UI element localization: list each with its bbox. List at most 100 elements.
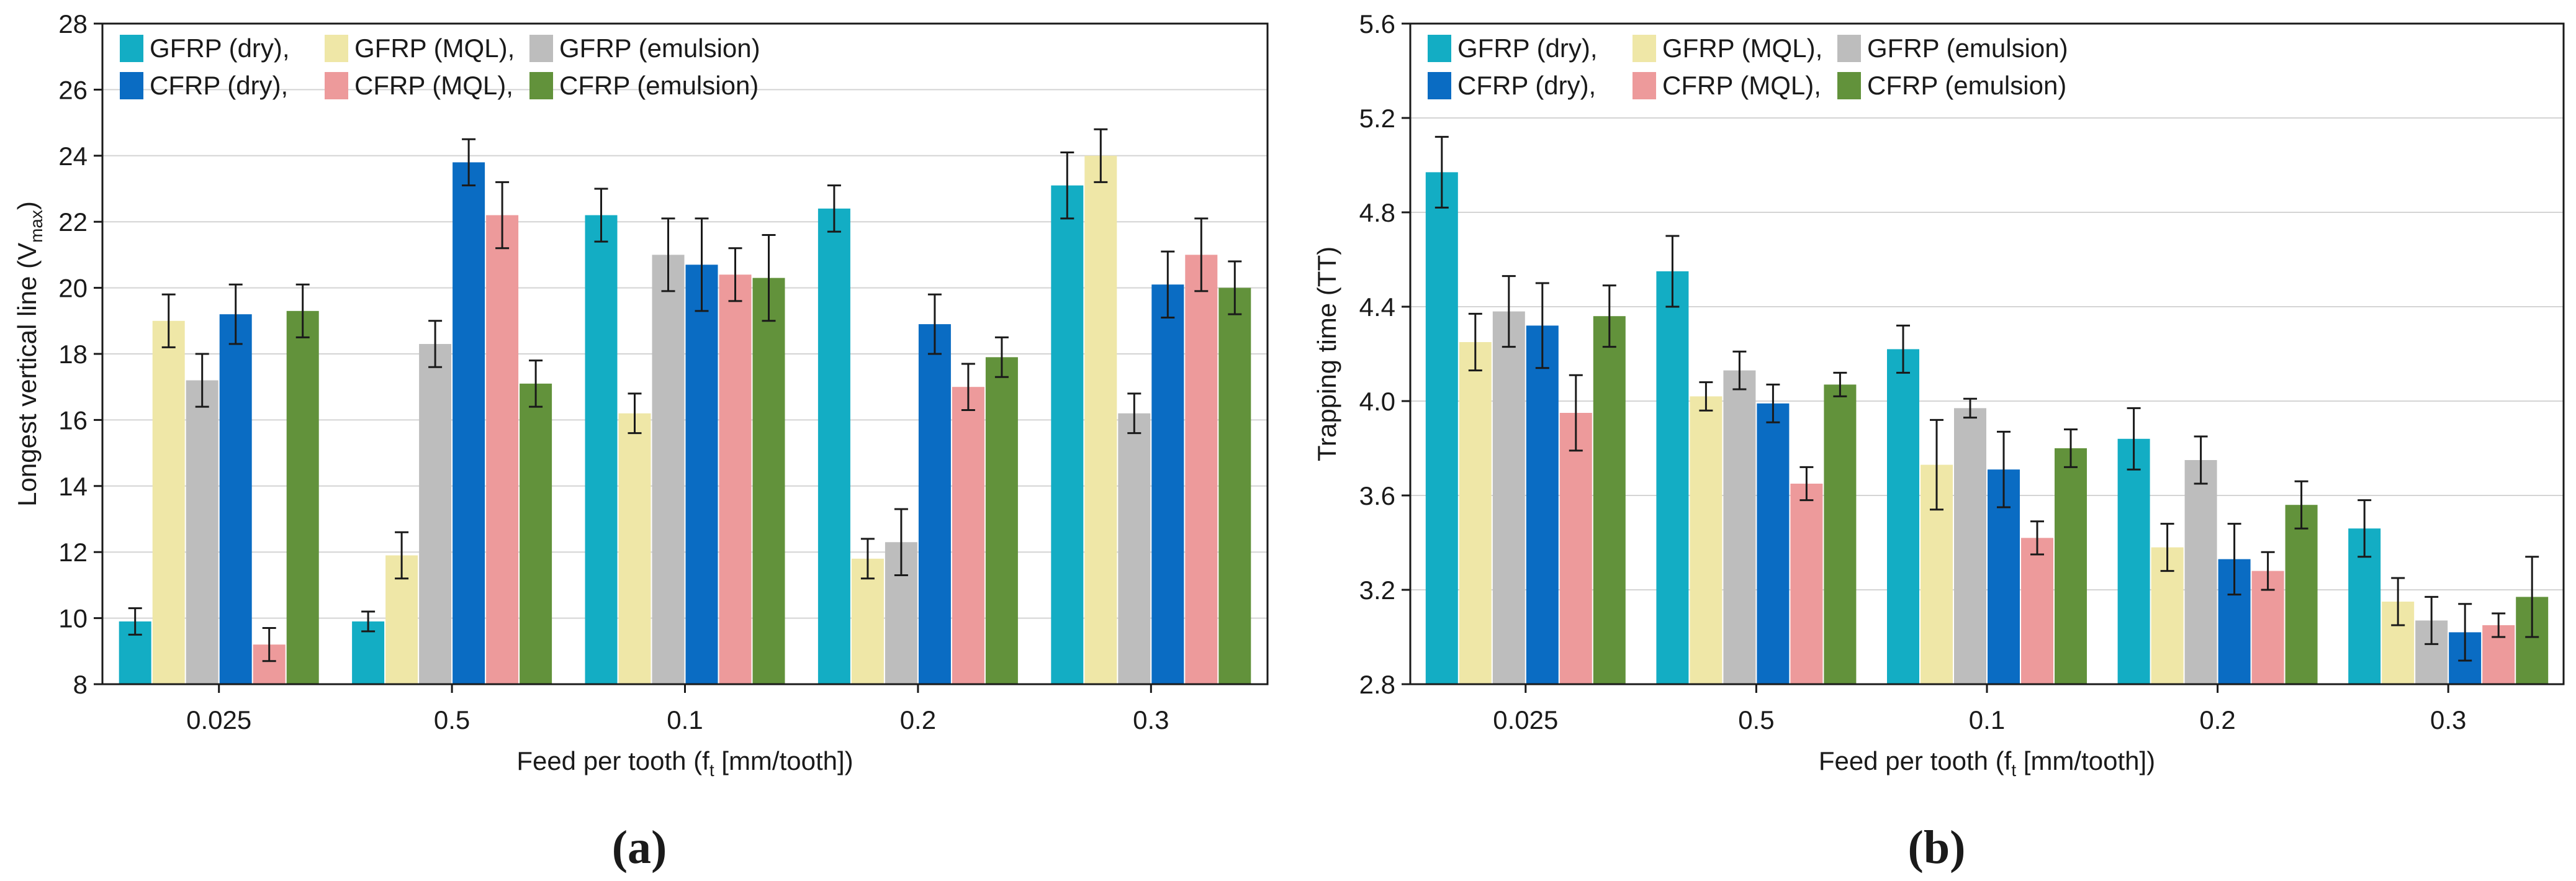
legend-swatch — [529, 35, 553, 62]
legend-item: CFRP (dry), — [1428, 71, 1596, 100]
x-tick-label: 0.3 — [2430, 705, 2466, 734]
bar — [1690, 396, 1723, 684]
bar — [1790, 484, 1823, 684]
legend-swatch — [1837, 35, 1861, 62]
bar — [1656, 271, 1689, 684]
bar — [1954, 408, 1986, 684]
x-axis-label: Feed per tooth (ft [mm/tooth]) — [1819, 746, 2155, 780]
bar — [1723, 370, 1756, 684]
legend-swatch — [1428, 35, 1451, 62]
x-tick-label: 0.1 — [1969, 705, 2005, 734]
y-tick-label: 4.8 — [1359, 198, 1395, 227]
legend-label: CFRP (emulsion) — [559, 71, 759, 100]
bar — [652, 255, 685, 684]
y-tick-label: 14 — [58, 472, 88, 501]
y-axis-label-tail: ) — [12, 201, 42, 210]
bar — [1492, 311, 1525, 685]
x-tick-label: 0.1 — [667, 705, 703, 734]
y-axis-label: Trapping time (TT) — [1312, 246, 1341, 461]
x-tick-label: 0.025 — [186, 705, 251, 734]
x-axis-label-sub: t — [709, 761, 714, 780]
legend-swatch — [120, 35, 143, 62]
bar — [2055, 448, 2087, 684]
bar — [952, 387, 984, 684]
y-tick-label: 16 — [58, 405, 88, 435]
y-tick-label: 24 — [58, 142, 88, 171]
legend-item: CFRP (dry), — [120, 71, 288, 100]
bar — [719, 274, 752, 684]
bar — [152, 320, 185, 684]
legend-label: CFRP (emulsion) — [1867, 71, 2066, 100]
x-axis-label-tail: [mm/tooth]) — [714, 746, 853, 775]
x-tick-label: 0.3 — [1133, 705, 1169, 734]
legend-item: GFRP (emulsion) — [1837, 34, 2068, 63]
legend-label: GFRP (emulsion) — [1867, 34, 2068, 63]
bar — [1084, 155, 1117, 685]
x-tick-label: 0.025 — [1493, 705, 1558, 734]
legend-item: CFRP (emulsion) — [1837, 71, 2066, 100]
y-axis-label: Longest vertical line (Vmax) — [12, 201, 46, 507]
bar — [685, 264, 718, 684]
bar — [219, 314, 252, 684]
y-tick-label: 2.8 — [1359, 670, 1395, 699]
legend-item: GFRP (MQL), — [1633, 34, 1822, 63]
legend-item: GFRP (dry), — [1428, 34, 1598, 63]
y-tick-label: 5.2 — [1359, 104, 1395, 133]
bar — [1425, 172, 1458, 684]
bar — [1051, 185, 1084, 684]
legend-item: CFRP (MQL), — [1633, 71, 1821, 100]
y-axis-label-sub: max — [27, 210, 46, 243]
bar — [1218, 287, 1251, 685]
legend-item: CFRP (MQL), — [325, 71, 513, 100]
bar — [1887, 349, 1919, 684]
legend-label: CFRP (dry), — [1457, 71, 1596, 100]
bar — [585, 215, 618, 684]
bar — [2117, 438, 2150, 684]
legend-label: CFRP (MQL), — [1662, 71, 1821, 100]
bar — [1185, 255, 1218, 684]
legend-swatch — [325, 72, 348, 99]
y-tick-label: 8 — [73, 670, 88, 699]
y-tick-label: 26 — [58, 75, 88, 104]
bar — [817, 208, 850, 684]
legend-swatch — [1428, 72, 1451, 99]
chart-b: 2.8 3.2 3.6 4.0 4.4 4.8 5.2 5.6 0.025 0.5 0.1 0.2 0.… — [1312, 9, 2565, 874]
legend-swatch — [529, 72, 553, 99]
bar — [453, 162, 485, 684]
bar — [985, 357, 1018, 684]
bar — [520, 383, 552, 684]
bar — [918, 324, 951, 684]
x-axis-label-sub: t — [2011, 761, 2016, 780]
bar — [752, 278, 785, 684]
bar — [1824, 384, 1857, 684]
x-tick-label: 0.5 — [434, 705, 470, 734]
legend-label: GFRP (dry), — [1457, 34, 1598, 63]
legend-label: CFRP (dry), — [150, 71, 288, 100]
x-tick-label: 0.5 — [1738, 705, 1774, 734]
y-tick-label: 4.4 — [1359, 292, 1395, 322]
legend-item: GFRP (MQL), — [325, 34, 515, 63]
legend-label: GFRP (MQL), — [354, 34, 515, 63]
bar — [851, 558, 884, 684]
bar — [186, 380, 218, 684]
x-tick-label: 0.2 — [900, 705, 936, 734]
bar — [1459, 342, 1492, 684]
y-tick-label: 4.0 — [1359, 387, 1395, 416]
y-tick-label: 22 — [58, 207, 88, 237]
bar — [1593, 316, 1626, 684]
bar — [486, 215, 519, 684]
y-tick-label: 18 — [58, 340, 88, 369]
x-axis-label: Feed per tooth (ft [mm/tooth]) — [516, 746, 853, 780]
panel-label: (b) — [1908, 821, 1966, 874]
legend-item: GFRP (dry), — [120, 34, 290, 63]
y-tick-label: 10 — [58, 604, 88, 633]
chart-a: 8 10 12 14 16 18 20 22 24 26 28 0.025 0.5 0.1 0.2 0.3 Fe… — [12, 9, 1269, 874]
bar — [419, 344, 452, 684]
y-tick-label: 12 — [58, 538, 88, 567]
legend-swatch — [1633, 72, 1656, 99]
legend-swatch — [1837, 72, 1861, 99]
legend-label: GFRP (MQL), — [1662, 34, 1822, 63]
bar — [1526, 325, 1559, 684]
legend-label: CFRP (MQL), — [354, 71, 513, 100]
